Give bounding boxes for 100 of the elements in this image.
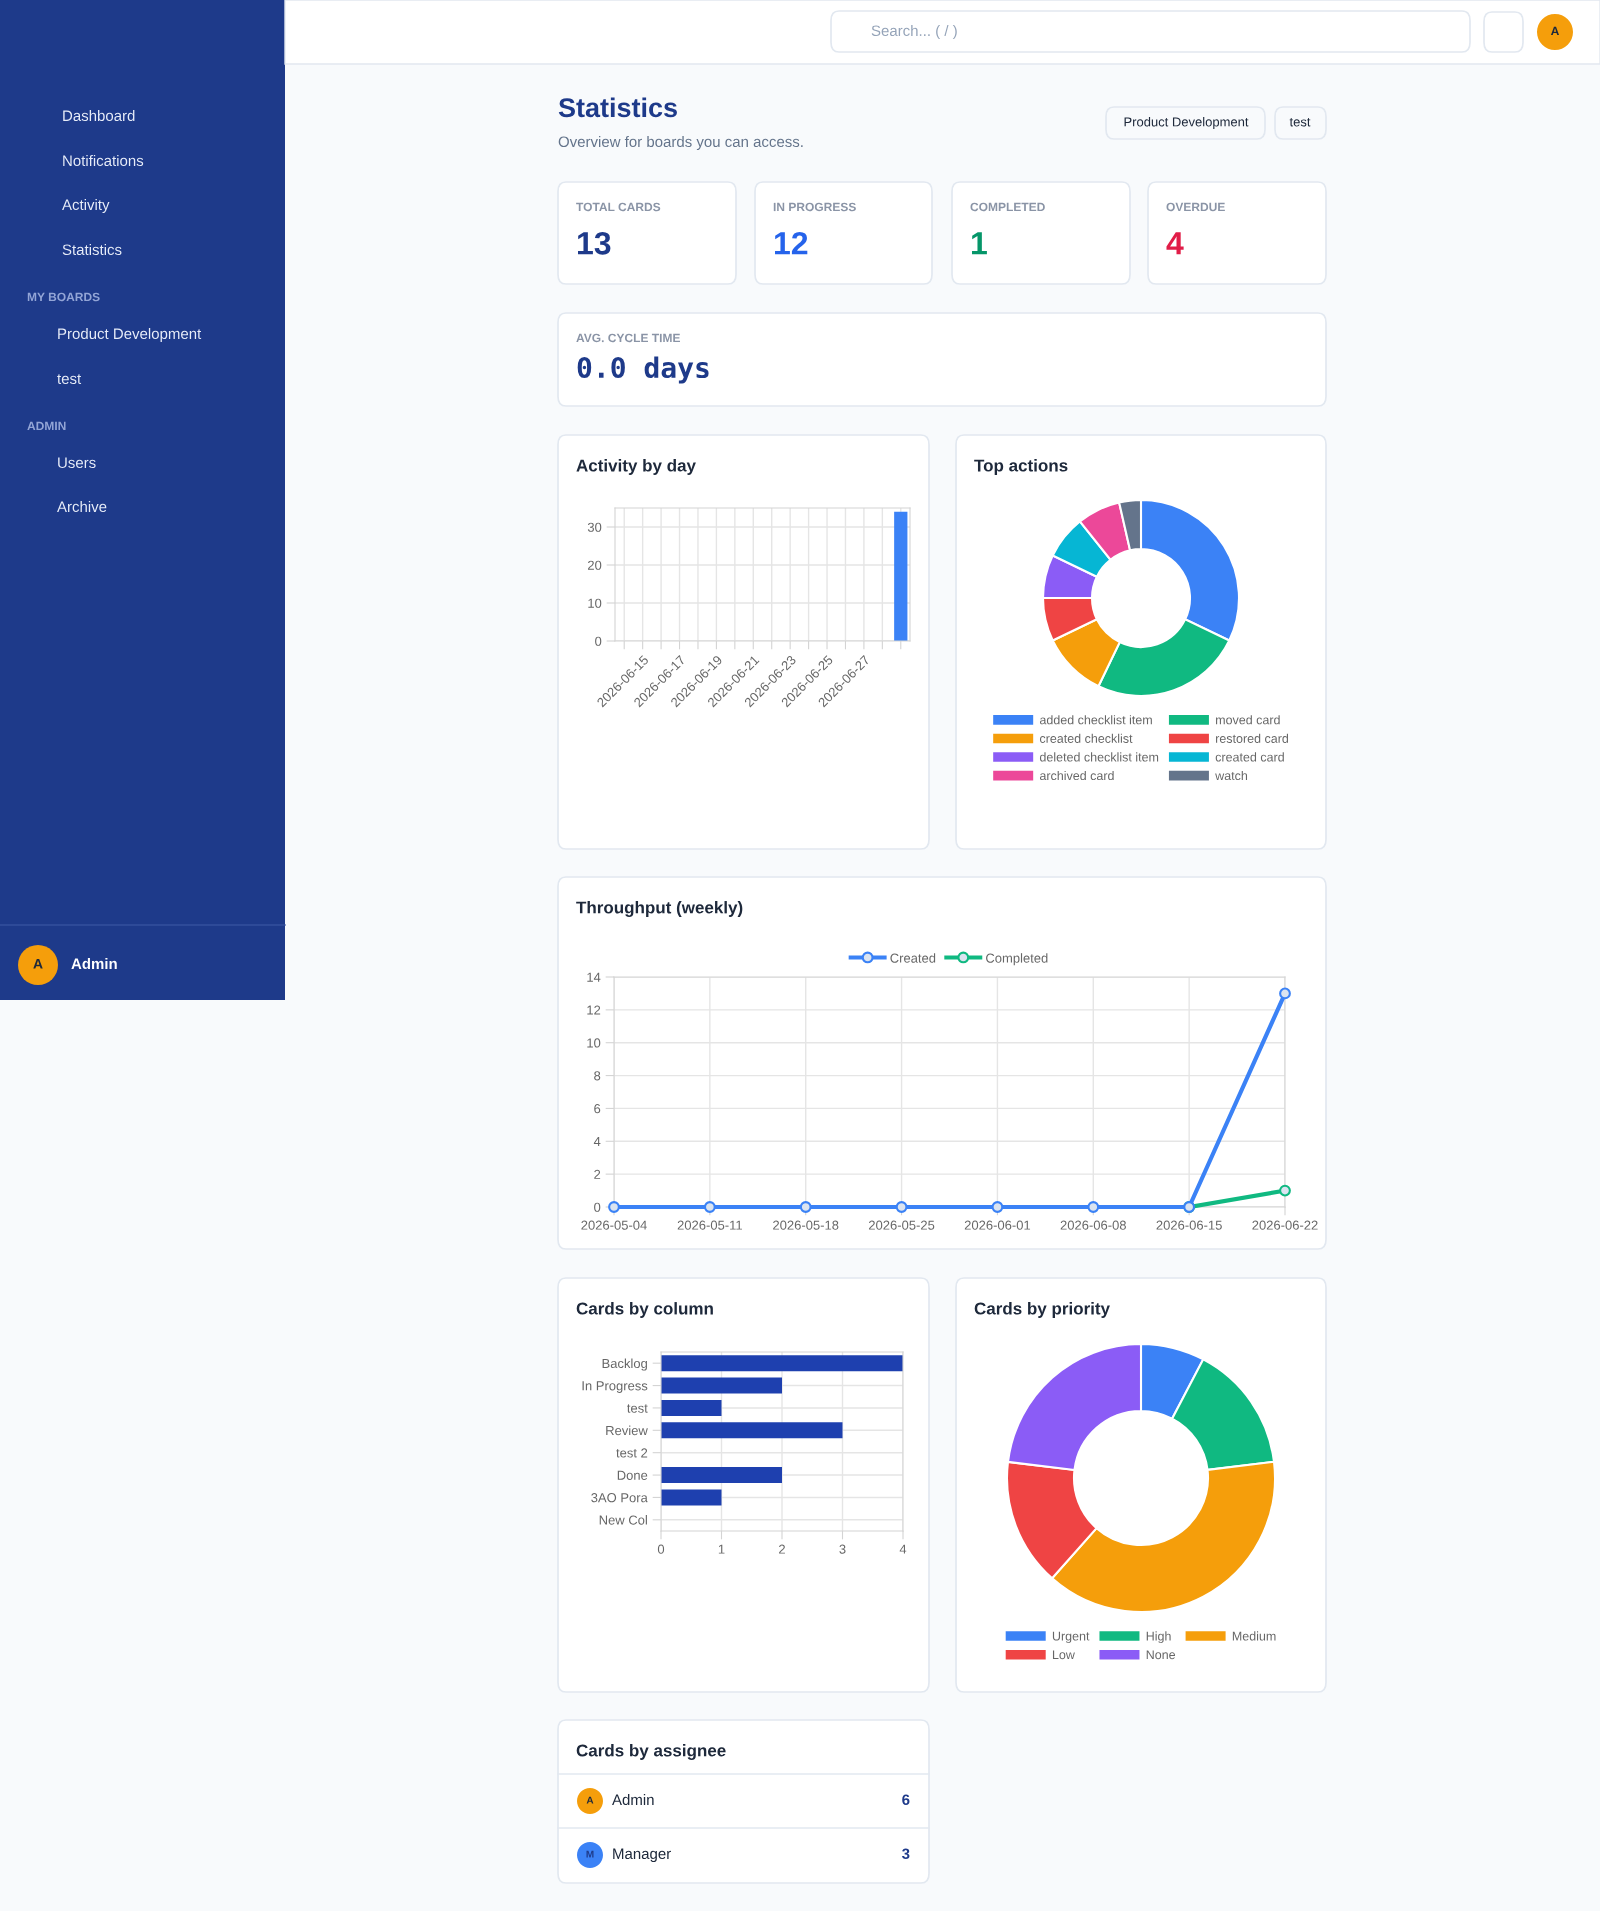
text: Activity xyxy=(62,199,110,213)
legend-label: created card xyxy=(1215,752,1284,762)
text: Statistics xyxy=(62,244,122,256)
y-tick-label: 6 xyxy=(594,1104,601,1114)
chart-title: Activity by day xyxy=(576,459,696,475)
chart-title: Throughput (weekly) xyxy=(576,901,743,917)
y-tick-label: 14 xyxy=(587,972,601,982)
y-tick-label: 0 xyxy=(594,1202,601,1212)
chart-title: Cards by column xyxy=(576,1302,713,1318)
bar xyxy=(661,1467,782,1484)
x-tick-label: 4 xyxy=(899,1544,907,1554)
x-tick-label: 2026-05-25 xyxy=(868,1220,935,1230)
y-tick-label: 12 xyxy=(587,1005,601,1015)
text: 0.0 days xyxy=(577,356,709,384)
y-tick-label: 0 xyxy=(595,636,602,646)
legend-label: None xyxy=(1146,1650,1176,1660)
x-tick-label: 2026-06-08 xyxy=(1060,1220,1126,1230)
text: Product Development xyxy=(1124,116,1249,130)
point xyxy=(1279,1184,1291,1197)
y-tick-label: 3AO Pora xyxy=(591,1493,648,1503)
y-tick-label: 10 xyxy=(588,598,602,608)
text: Users xyxy=(58,457,96,469)
text: A xyxy=(586,1796,594,1804)
text: Admin xyxy=(71,958,117,970)
text: test xyxy=(57,374,82,385)
text: 1 xyxy=(972,232,987,255)
text: Admin xyxy=(612,1794,654,1806)
text: Search... ( / ) xyxy=(871,25,957,39)
text: Notifications xyxy=(63,155,144,167)
bar xyxy=(661,1489,722,1506)
text: Cards by assignee xyxy=(576,1744,726,1760)
text: Statistics xyxy=(558,97,677,118)
x-tick-label: 2026-05-18 xyxy=(773,1220,839,1230)
text: Overview for boards you can access. xyxy=(558,136,803,150)
legend-label: archived card xyxy=(1039,770,1114,781)
legend-label: Completed xyxy=(986,953,1048,966)
text: 12 xyxy=(775,231,808,255)
text: 13 xyxy=(578,231,611,255)
x-tick-label: 2026-06-22 xyxy=(1252,1220,1318,1230)
chart-title: Cards by priority xyxy=(974,1302,1110,1318)
x-tick-label: 2026-05-11 xyxy=(677,1220,742,1230)
y-tick-label: 20 xyxy=(588,560,602,570)
legend-label: added checklist item xyxy=(1039,715,1152,725)
bar xyxy=(661,1422,843,1439)
x-tick-label: 2026-06-15 xyxy=(1156,1220,1222,1230)
text: test xyxy=(1289,117,1311,127)
point xyxy=(799,1201,812,1213)
bar xyxy=(661,1355,903,1372)
legend-label: moved card xyxy=(1216,715,1280,725)
y-tick-label: 10 xyxy=(587,1038,601,1048)
point xyxy=(1279,987,1291,1000)
legend-label: Low xyxy=(1052,1650,1075,1660)
text: 6 xyxy=(902,1794,910,1806)
legend-label: Created xyxy=(890,953,936,963)
text: 4 xyxy=(1166,232,1184,255)
text: IN PROGRESS xyxy=(773,202,856,212)
x-tick-label: 0 xyxy=(657,1544,665,1554)
y-tick-label: New Col xyxy=(599,1515,647,1525)
y-tick-label: test xyxy=(627,1404,648,1413)
text: Archive xyxy=(57,501,107,513)
text: AVG. CYCLE TIME xyxy=(576,333,680,343)
bar xyxy=(661,1399,722,1416)
x-tick-label: 2026-06-01 xyxy=(964,1220,1031,1230)
bar xyxy=(661,1377,782,1394)
point xyxy=(703,1201,716,1213)
legend-label: Medium xyxy=(1232,1631,1276,1641)
text: TOTAL CARDS xyxy=(576,202,661,212)
point xyxy=(991,1201,1004,1213)
y-tick-label: 8 xyxy=(594,1071,601,1081)
point xyxy=(1087,1201,1100,1213)
legend-label: created checklist xyxy=(1039,733,1133,743)
legend-label: restored card xyxy=(1216,733,1289,743)
y-tick-label: Done xyxy=(617,1470,648,1480)
point xyxy=(895,1201,908,1213)
chart-title: Top actions xyxy=(974,459,1068,475)
text: A xyxy=(33,958,43,969)
text: MY BOARDS xyxy=(27,292,100,302)
x-tick-label: 3 xyxy=(839,1544,846,1554)
text: OVERDUE xyxy=(1166,202,1225,212)
y-tick-label: Review xyxy=(606,1425,648,1436)
text: 3 xyxy=(902,1848,910,1860)
x-tick-label: 2026-05-04 xyxy=(581,1220,647,1230)
legend-label: High xyxy=(1146,1631,1171,1644)
text: Manager xyxy=(613,1848,671,1862)
y-tick-label: In Progress xyxy=(582,1381,648,1393)
legend-label: deleted checklist item xyxy=(1039,752,1159,762)
legend-label: watch xyxy=(1215,770,1248,781)
y-tick-label: test 2 xyxy=(616,1448,648,1458)
y-tick-label: 30 xyxy=(587,522,602,532)
legend-label: Urgent xyxy=(1052,1631,1090,1644)
text: M xyxy=(586,1850,594,1858)
x-tick-label: 2 xyxy=(779,1544,785,1554)
text: Product Development xyxy=(58,328,202,342)
text: ADMIN xyxy=(27,421,66,431)
y-tick-label: 2 xyxy=(594,1169,601,1179)
y-tick-label: 4 xyxy=(593,1137,601,1146)
text: Dashboard xyxy=(63,110,135,122)
x-tick-label: 1 xyxy=(718,1544,725,1554)
text: COMPLETED xyxy=(970,202,1045,212)
y-tick-label: Backlog xyxy=(602,1358,647,1371)
